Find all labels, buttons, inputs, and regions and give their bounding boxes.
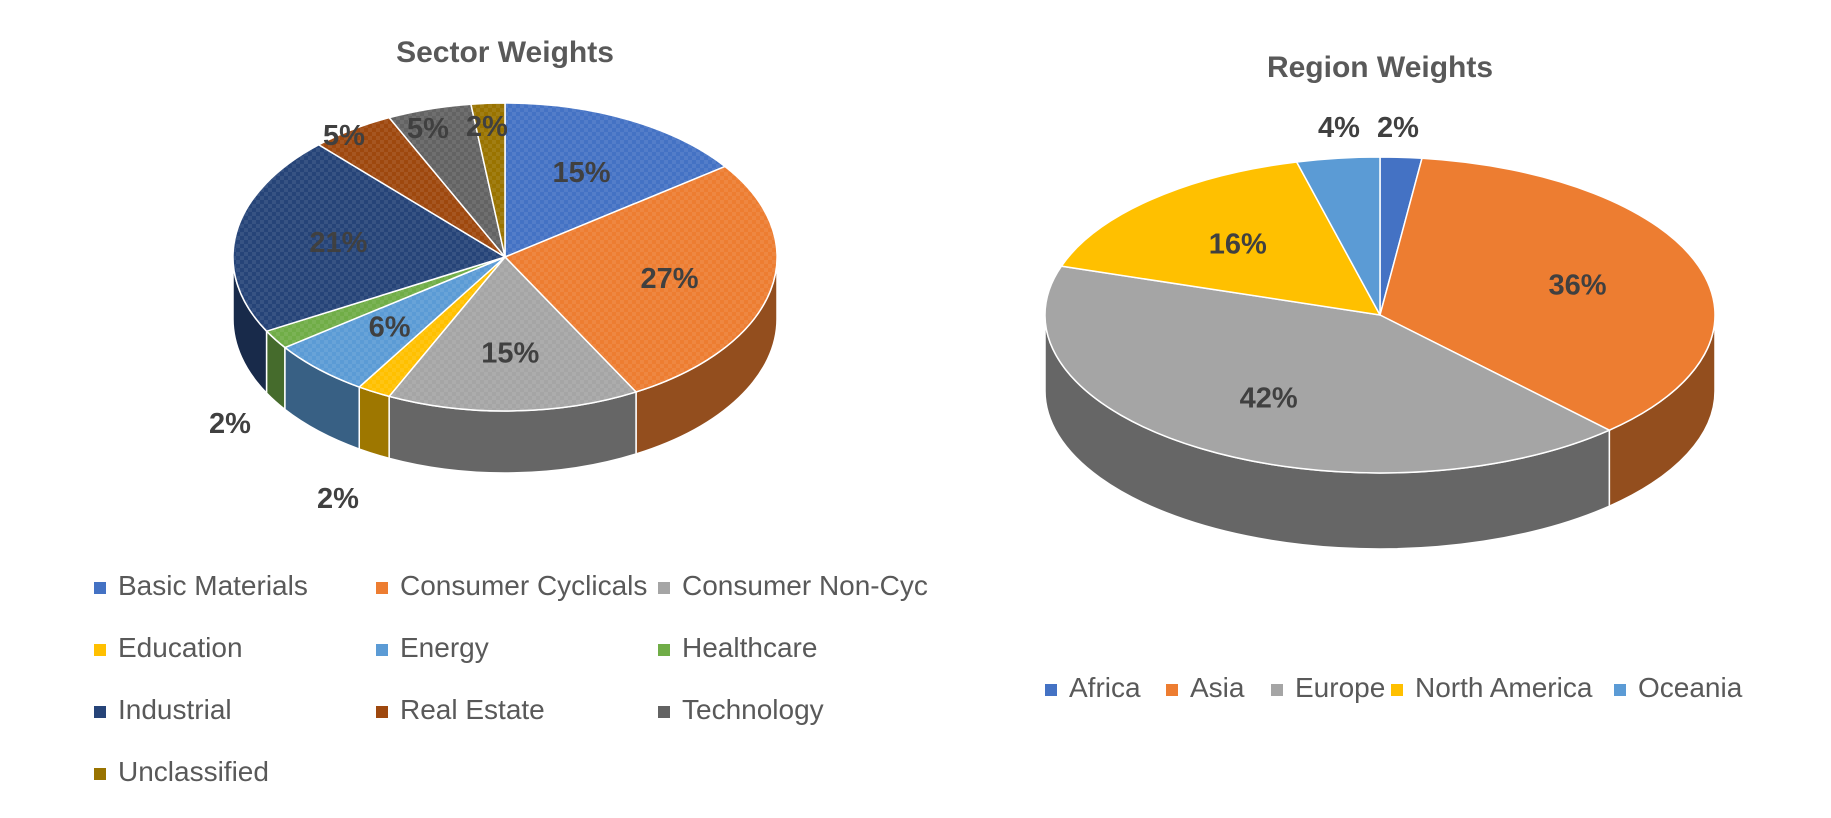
data-label-industrial: 21% (309, 227, 367, 259)
legend-marker-technology (658, 706, 670, 718)
data-label-education: 2% (317, 483, 359, 515)
data-label-oceania: 4% (1318, 112, 1360, 144)
legend-label-healthcare: Healthcare (682, 632, 817, 663)
legend-label-asia: Asia (1190, 672, 1245, 703)
pie-slice-europe (1044, 265, 1612, 474)
legend-marker-consumer-cyclicals (376, 582, 388, 594)
legend-marker-oceania (1614, 684, 1626, 696)
data-labels: 2% 36% 42% 16% 4% (1209, 112, 1607, 415)
legend-marker-healthcare (658, 644, 670, 656)
legend-marker-industrial (94, 706, 106, 718)
legend-label-energy: Energy (400, 632, 489, 663)
legend-label-technology: Technology (682, 694, 824, 725)
legend-marker-unclassified (94, 768, 106, 780)
legend-marker-consumer-non-cyc (658, 582, 670, 594)
data-label-europe: 42% (1240, 383, 1298, 415)
data-label-real-estate: 5% (323, 120, 365, 152)
legend-marker-europe (1271, 684, 1283, 696)
data-label-healthcare: 2% (209, 408, 251, 440)
legend-marker-energy (376, 644, 388, 656)
pie-slice-asia (1379, 157, 1716, 432)
data-label-north-america: 16% (1209, 229, 1267, 261)
legend-label-unclassified: Unclassified (118, 756, 269, 787)
legend-label-basic-materials: Basic Materials (118, 570, 308, 601)
legend: Basic Materials Consumer Cyclicals Consume… (94, 570, 928, 787)
pie-slice-oceania (1295, 156, 1381, 316)
legend-label-africa: Africa (1069, 672, 1141, 703)
pie-plot (1044, 156, 1716, 550)
legend-label-industrial: Industrial (118, 694, 232, 725)
data-labels: 15% 27% 15% 2% 6% 2% 21% 5% 5% 2% (209, 111, 699, 515)
legend-label-oceania: Oceania (1638, 672, 1743, 703)
pie-side-education (358, 385, 390, 460)
legend-label-education: Education (118, 632, 243, 663)
legend-label-real-estate: Real Estate (400, 694, 545, 725)
region-weights-chart: Region Weights 2% 36% 42% 16% 4% Africa Asia E… (1044, 51, 1743, 703)
data-label-basic-materials: 15% (553, 157, 611, 189)
legend-marker-real-estate (376, 706, 388, 718)
legend: Africa Asia Europe North America Oceania (1045, 672, 1743, 703)
data-label-technology: 5% (407, 113, 449, 145)
legend-marker-education (94, 644, 106, 656)
data-label-asia: 36% (1549, 270, 1607, 302)
legend-marker-basic-materials (94, 582, 106, 594)
legend-label-north-america: North America (1415, 672, 1593, 703)
legend-marker-asia (1166, 684, 1178, 696)
legend-marker-north-america (1391, 684, 1403, 696)
sector-weights-chart: Sector Weights 15%27%15%2%6%2%21%5% 5% 2% … (94, 36, 928, 787)
legend-label-consumer-non-cyc: Consumer Non-Cyc (682, 570, 928, 601)
data-label-energy: 6% (369, 312, 411, 344)
legend-label-europe: Europe (1295, 672, 1385, 703)
pie-slice-north-america (1060, 161, 1382, 316)
legend-label-consumer-cyclicals: Consumer Cyclicals (400, 570, 647, 601)
data-label-consumer-cyclicals: 27% (641, 263, 699, 295)
legend-marker-africa (1045, 684, 1057, 696)
data-label-unclassified: 2% (466, 111, 508, 143)
chart-title: Sector Weights (396, 36, 614, 69)
data-label-consumer-non-cyc: 15% (481, 337, 539, 369)
data-label-africa: 2% (1377, 112, 1419, 144)
chart-title: Region Weights (1267, 51, 1493, 84)
